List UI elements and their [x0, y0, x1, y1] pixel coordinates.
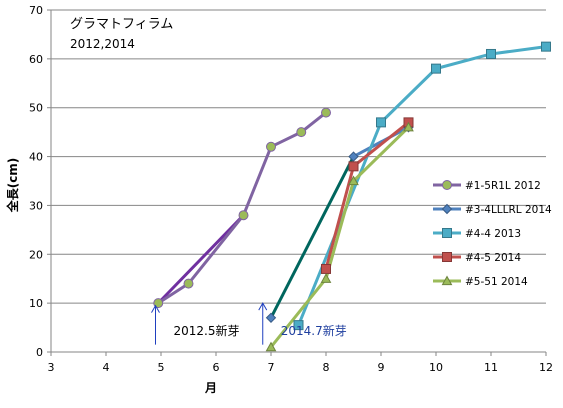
y-tick-label: 60: [29, 53, 43, 66]
series-3-point: [486, 48, 496, 59]
x-tick-label: 12: [539, 361, 553, 374]
chart-subtitle: 2012,2014: [70, 37, 135, 51]
x-tick-label: 11: [484, 361, 498, 374]
y-tick-label: 0: [36, 346, 43, 359]
y-tick-label: 20: [29, 248, 43, 261]
series-line-2: [352, 125, 410, 158]
x-tick-label: 5: [158, 361, 165, 374]
y-tick-label: 30: [29, 199, 43, 212]
x-tick-label: 7: [268, 361, 275, 374]
y-axis-label: 全長(cm): [5, 158, 20, 214]
series-2-point: [348, 151, 359, 162]
x-tick-label: 6: [213, 361, 220, 374]
legend-label-3: #4-4 2013: [465, 228, 521, 240]
series-5-point: [320, 273, 332, 283]
x-tick-label: 3: [48, 361, 55, 374]
series-3-point: [431, 63, 441, 74]
series-1-point: [296, 127, 307, 138]
y-tick-label: 50: [29, 102, 43, 115]
legend-marker-4: [442, 252, 452, 262]
series-3-point: [541, 41, 551, 52]
legend-marker-1: [442, 180, 452, 190]
legend-label-4: #4-5 2014: [465, 252, 521, 264]
x-tick-label: 10: [429, 361, 443, 374]
legend-marker-3: [442, 228, 452, 238]
legend-label-5: #5-51 2014: [465, 276, 528, 288]
y-tick-label: 10: [29, 297, 43, 310]
chart-title: グラマトフィラム: [70, 17, 173, 32]
annotation-label-2: 2014.7新芽: [281, 323, 347, 338]
legend-marker-5: [441, 275, 453, 286]
series-1-point: [238, 210, 249, 221]
series-5-point: [265, 341, 277, 352]
connector-line-1: [157, 214, 245, 305]
series-3-point: [376, 117, 386, 128]
series-5-point: [403, 121, 414, 132]
series-line-5: [269, 126, 410, 349]
series-line-1: [157, 111, 327, 305]
x-axis-label: 月: [204, 381, 217, 395]
series-1-point: [153, 298, 164, 309]
legend-label-2: #3-4LLLRL 2014: [465, 204, 552, 216]
series-4-point: [348, 161, 359, 172]
legend-marker-2: [441, 203, 453, 215]
series-4-point: [321, 263, 331, 274]
annotation-label-1: 2012.5新芽: [174, 323, 240, 338]
series-1-point: [183, 278, 194, 289]
series-1-point: [266, 141, 276, 152]
series-5-point: [348, 175, 359, 186]
y-tick-label: 70: [29, 4, 43, 17]
connector-line-2: [269, 155, 355, 319]
y-tick-label: 40: [29, 151, 43, 164]
annotation-arrowhead-1: [151, 304, 160, 313]
x-tick-label: 8: [323, 361, 330, 374]
legend-label-1: #1-5R1L 2012: [465, 180, 541, 192]
series-3-point: [293, 320, 304, 331]
series-1-point: [321, 107, 331, 118]
x-tick-label: 9: [378, 361, 385, 374]
extra-point: [265, 312, 277, 324]
x-tick-label: 4: [103, 361, 110, 374]
annotation-arrowhead-2: [258, 302, 268, 311]
